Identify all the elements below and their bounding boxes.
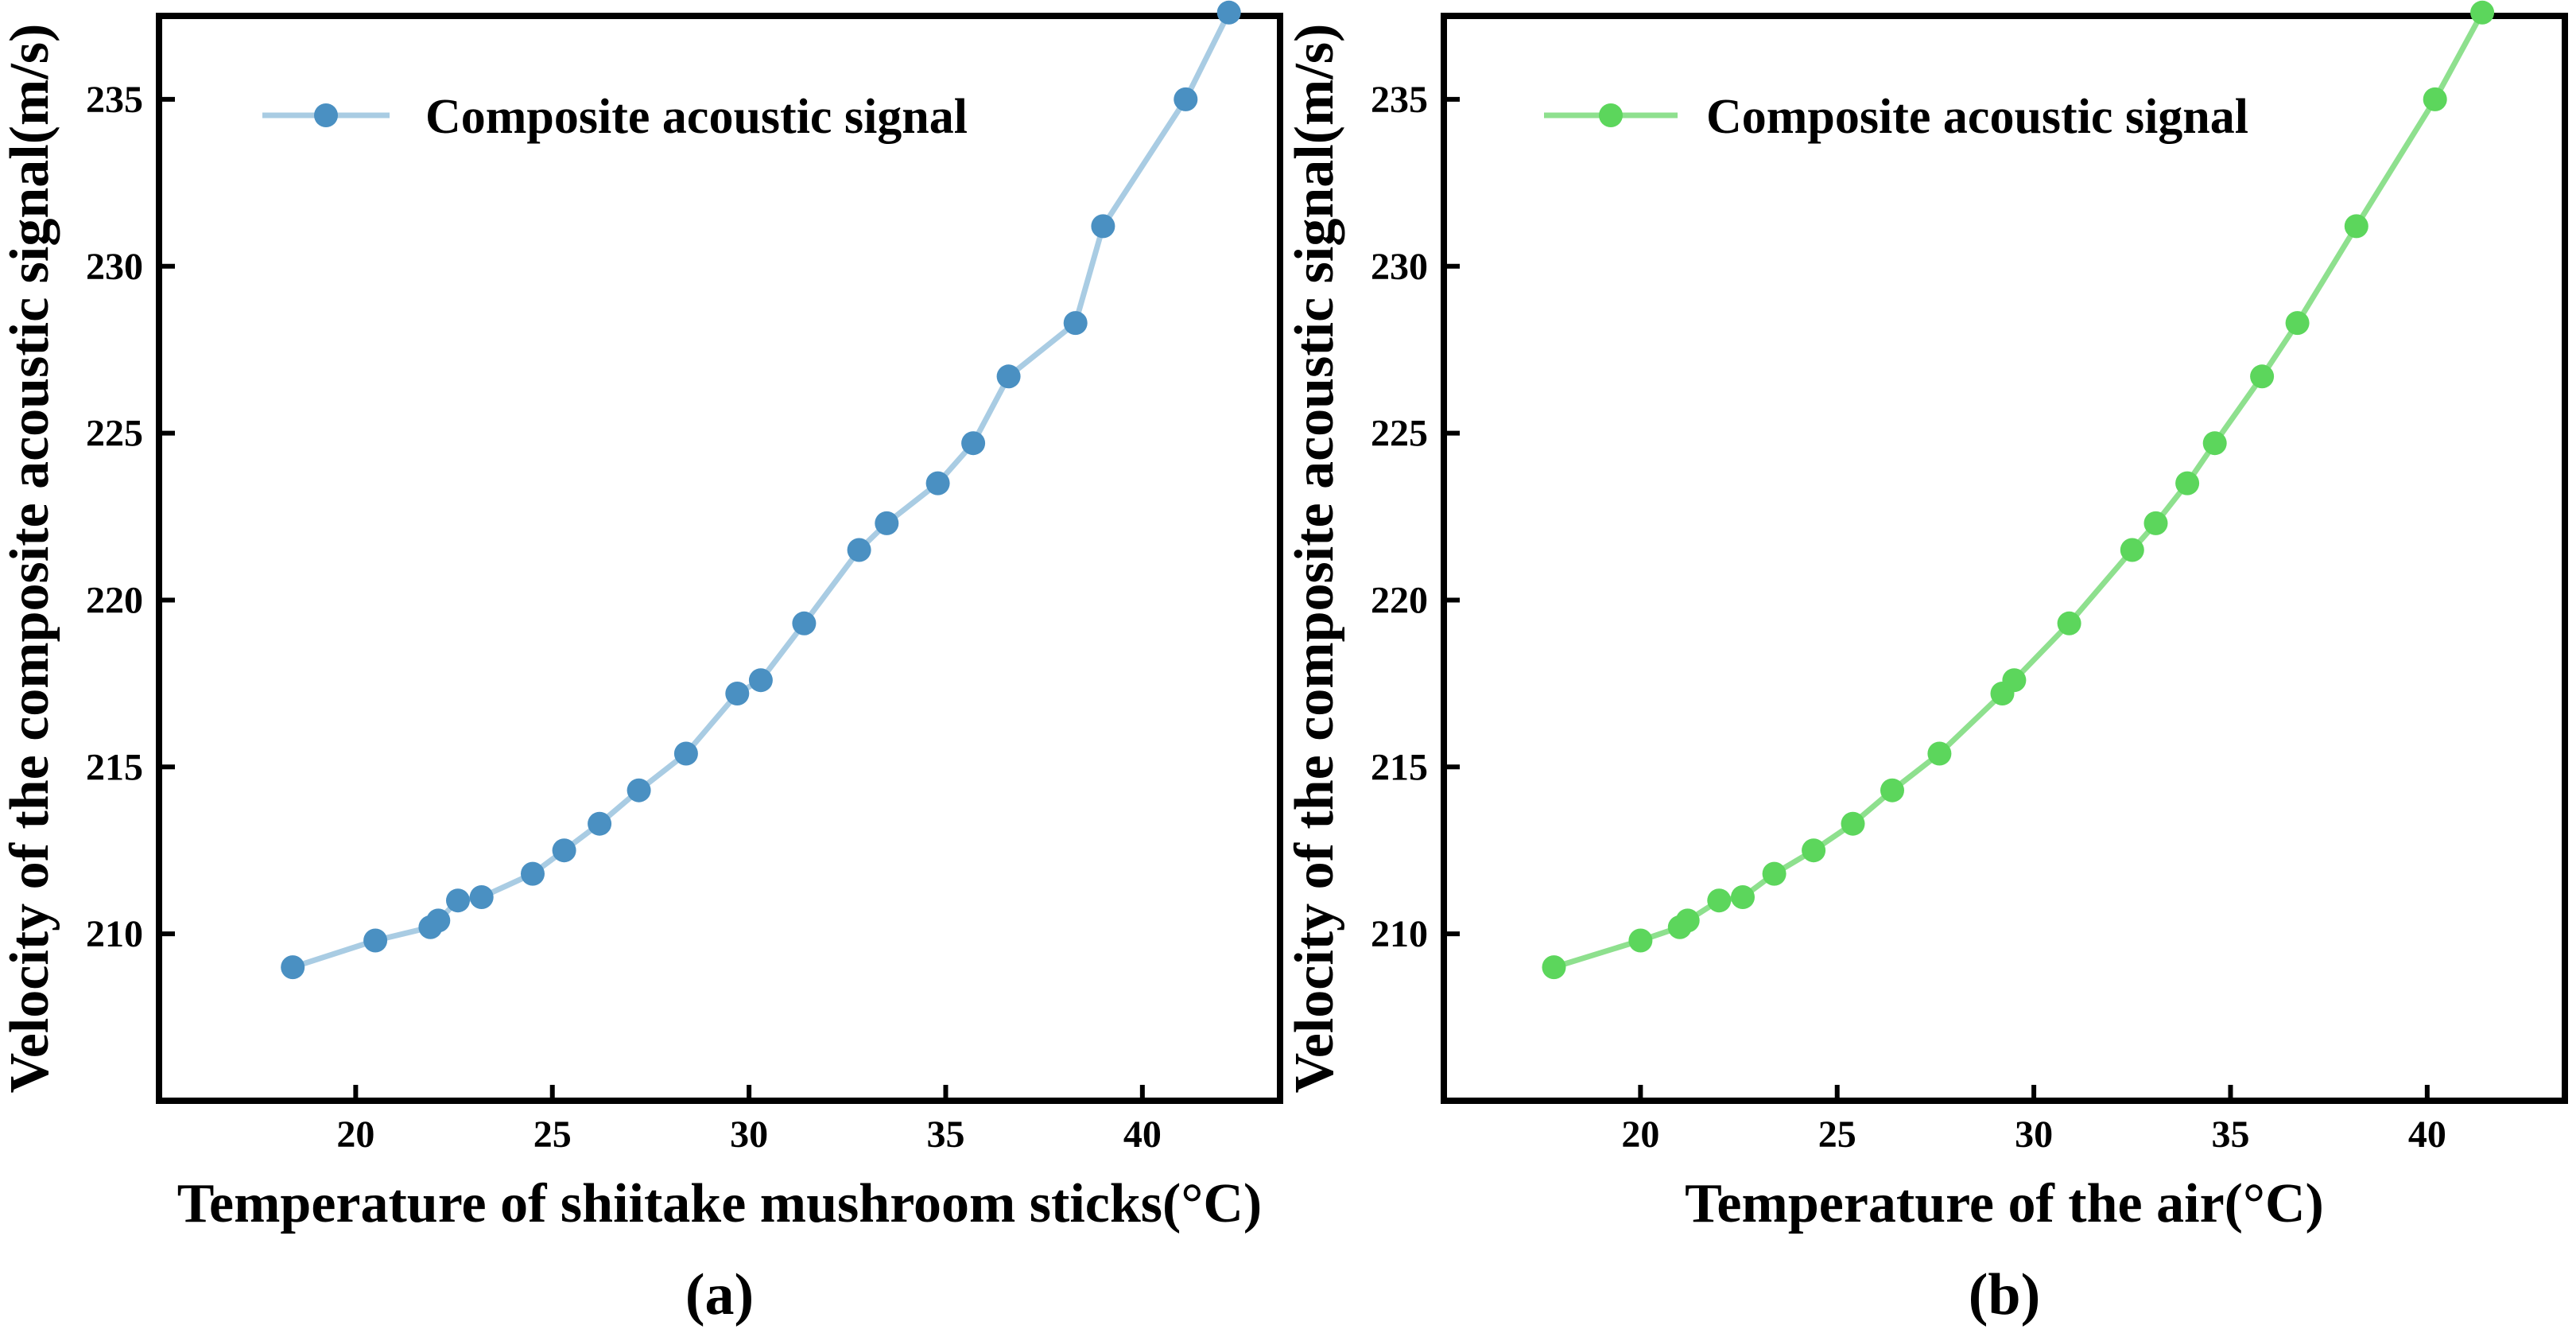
data-point — [748, 668, 773, 693]
y-tick-label: 215 — [1371, 746, 1428, 788]
data-point — [2202, 431, 2227, 456]
data-point — [996, 364, 1021, 389]
x-tick-label: 40 — [2408, 1113, 2446, 1156]
data-point — [2002, 668, 2027, 693]
data-point — [1063, 311, 1088, 336]
panel-b: 20 25 30 35 40 210 215 220 225 230 235 Composite a… — [1284, 0, 2568, 1327]
y-tick-label: 220 — [86, 579, 143, 621]
data-point — [1542, 955, 1566, 980]
data-point — [281, 955, 305, 980]
data-point — [363, 928, 388, 953]
tick-labels: 20 25 30 35 40 210 215 220 225 230 235 — [1371, 79, 2446, 1156]
data-point — [1762, 861, 1787, 886]
x-tick-label: 40 — [1123, 1113, 1162, 1156]
y-tick-label: 225 — [86, 413, 143, 455]
legend-label: Composite acoustic signal — [1706, 90, 2248, 144]
legend-marker — [314, 103, 338, 127]
data-series — [1542, 0, 2495, 980]
y-tick-label: 210 — [86, 913, 143, 955]
y-tick-label: 215 — [86, 746, 143, 788]
tick-marks — [1444, 96, 2430, 1101]
x-tick-label: 20 — [336, 1113, 374, 1156]
data-point — [847, 538, 871, 562]
data-point — [673, 741, 698, 766]
x-tick-label: 30 — [2015, 1113, 2053, 1156]
data-point — [588, 811, 612, 836]
data-point — [2143, 511, 2168, 535]
x-tick-label: 35 — [926, 1113, 964, 1156]
data-point — [1216, 0, 1241, 25]
y-axis-title: Velocity of the composite acoustic signa… — [0, 24, 60, 1094]
legend-label: Composite acoustic signal — [425, 90, 968, 144]
data-point — [2120, 538, 2144, 562]
data-point — [2250, 364, 2275, 389]
data-point — [1841, 811, 1865, 836]
data-point — [2057, 611, 2081, 635]
x-tick-label: 20 — [1621, 1113, 1659, 1156]
x-axis-title: Temperature of the air(°C) — [1685, 1173, 2324, 1234]
y-tick-label: 210 — [1371, 913, 1428, 955]
data-series — [281, 0, 1241, 980]
legend-marker — [1599, 103, 1623, 127]
x-tick-label: 25 — [1818, 1113, 1856, 1156]
x-tick-label: 30 — [730, 1113, 768, 1156]
panel-label: (a) — [685, 1262, 754, 1327]
y-tick-label: 230 — [1371, 246, 1428, 288]
y-axis-title: Velocity of the composite acoustic signa… — [1284, 24, 1345, 1094]
plot-frame — [156, 13, 1283, 1104]
data-point — [2344, 214, 2368, 239]
panel-a: 20 25 30 35 40 210 215 220 225 230 235 Composite a… — [0, 0, 1283, 1327]
data-point — [627, 778, 651, 803]
data-point — [961, 431, 986, 456]
data-point — [1880, 778, 1904, 803]
legend: Composite acoustic signal — [1544, 90, 2248, 144]
data-point — [1927, 741, 1952, 766]
data-point — [521, 861, 545, 886]
data-point — [1802, 838, 1826, 863]
y-tick-label: 235 — [1371, 79, 1428, 121]
data-point — [2285, 311, 2310, 336]
data-point — [2175, 471, 2200, 496]
data-point — [446, 888, 470, 913]
tick-labels: 20 25 30 35 40 210 215 220 225 230 235 — [86, 79, 1162, 1156]
y-tick-label: 225 — [1371, 413, 1428, 455]
data-point — [792, 611, 817, 635]
data-point — [1731, 885, 1755, 909]
data-point — [2423, 87, 2447, 111]
data-point — [552, 838, 576, 863]
data-point — [1675, 908, 1700, 933]
tick-marks — [159, 96, 1145, 1101]
data-point — [426, 908, 451, 933]
data-point — [1091, 214, 1115, 239]
y-tick-label: 220 — [1371, 579, 1428, 621]
data-point — [725, 682, 750, 705]
y-tick-label: 230 — [86, 246, 143, 288]
series-line — [289, 10, 1232, 970]
data-point — [1707, 888, 1732, 913]
panel-label: (b) — [1969, 1262, 2040, 1327]
data-point — [1174, 87, 1198, 111]
x-tick-label: 25 — [533, 1113, 572, 1156]
plot-frame — [1441, 13, 2568, 1104]
series-line — [1551, 10, 2485, 970]
legend: Composite acoustic signal — [262, 90, 968, 144]
data-point — [1628, 928, 1653, 953]
data-point — [469, 885, 494, 909]
y-tick-label: 235 — [86, 79, 143, 121]
data-point — [2470, 0, 2495, 25]
x-tick-label: 35 — [2211, 1113, 2249, 1156]
data-point — [925, 471, 950, 496]
data-point — [875, 511, 899, 535]
x-axis-title: Temperature of shiitake mushroom sticks(… — [177, 1173, 1262, 1234]
